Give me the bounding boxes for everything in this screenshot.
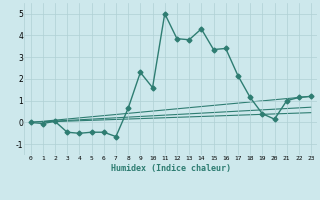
X-axis label: Humidex (Indice chaleur): Humidex (Indice chaleur)	[111, 164, 231, 173]
